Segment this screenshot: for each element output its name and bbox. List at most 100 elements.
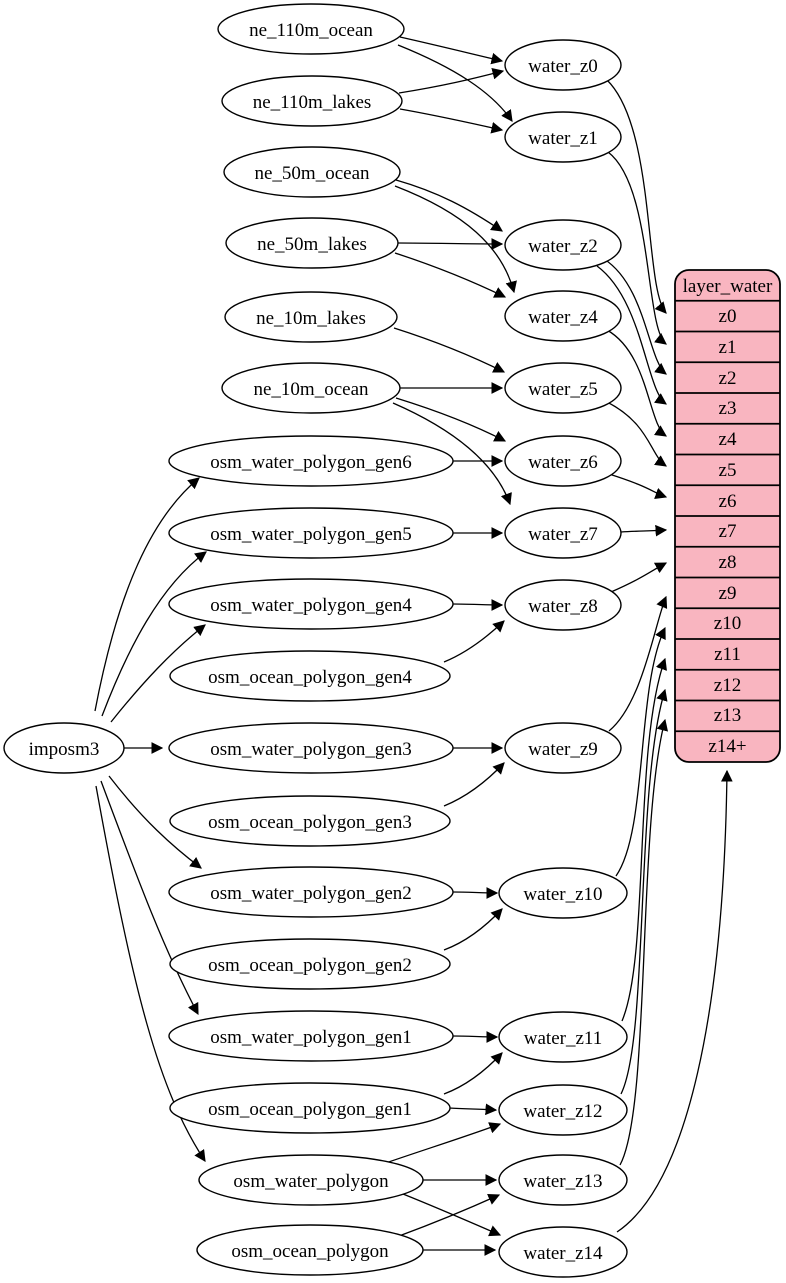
node-label: water_z4 <box>528 307 598 328</box>
table-row-z2: z2 <box>719 368 737 389</box>
edges-layer <box>94 36 733 1256</box>
node-ellipse <box>504 362 622 414</box>
edge-ne_10m_lakes-water_z5 <box>393 327 506 373</box>
node-water_z0: water_z0 <box>504 39 622 91</box>
edge-water_z11-row_z11 <box>621 657 667 1022</box>
edge-water_z2-row_z2 <box>603 258 667 375</box>
node-ellipse <box>504 290 622 342</box>
edge-osm_ocean_polygon_gen4-water_z8 <box>443 620 505 663</box>
edge-imposm3-osm_water_polygon_gen6 <box>94 477 200 712</box>
node-ellipse <box>168 1010 454 1062</box>
node-label: osm_water_polygon_gen6 <box>210 452 412 473</box>
edge-osm_ocean_polygon_gen1-water_z11 <box>443 1052 503 1095</box>
node-ellipse <box>217 3 405 55</box>
node-water_z12: water_z12 <box>498 1084 628 1136</box>
node-ellipse <box>168 578 454 630</box>
edge-osm_ocean_polygon_gen2-water_z10 <box>443 908 503 951</box>
node-water_z14: water_z14 <box>498 1226 628 1278</box>
node-label: osm_water_polygon_gen3 <box>210 739 412 760</box>
node-label: osm_ocean_polygon_gen1 <box>208 1099 412 1120</box>
node-osm_ocean_polygon: osm_ocean_polygon <box>196 1224 424 1276</box>
table-row-z0: z0 <box>719 306 737 327</box>
edge-water_z13-row_z13 <box>619 718 669 1166</box>
node-ellipse <box>169 1082 451 1134</box>
node-water_z6: water_z6 <box>504 435 622 487</box>
edge-ne_50m_lakes-water_z4 <box>394 252 507 298</box>
table-row-z13: z13 <box>714 705 741 726</box>
node-ellipse <box>498 1084 628 1136</box>
edge-water_z2-row_z3 <box>596 265 667 405</box>
node-ne_50m_lakes: ne_50m_lakes <box>225 217 399 269</box>
node-label: imposm3 <box>29 739 100 760</box>
node-ellipse <box>223 146 401 198</box>
node-label: water_z12 <box>523 1101 602 1122</box>
node-ellipse <box>504 39 622 91</box>
node-osm_ocean_polygon_gen3: osm_ocean_polygon_gen3 <box>169 795 451 847</box>
node-label: ne_110m_ocean <box>249 20 373 41</box>
node-ellipse <box>169 795 451 847</box>
edge-imposm3-osm_water_polygon <box>95 785 206 1162</box>
table-row-z14: z14+ <box>708 736 746 757</box>
edge-imposm3-osm_water_polygon_gen5 <box>101 551 207 717</box>
table-row-z11: z11 <box>714 644 741 665</box>
node-ellipse <box>225 217 399 269</box>
edge-water_z0-row_z0 <box>606 79 667 314</box>
node-water_z1: water_z1 <box>504 111 622 163</box>
edge-ne_10m_ocean-water_z7 <box>392 402 512 506</box>
table-row-z3: z3 <box>719 398 737 419</box>
node-ne_110m_lakes: ne_110m_lakes <box>221 75 403 127</box>
edge-osm_ocean_polygon_gen1-water_z12 <box>448 1103 498 1116</box>
node-label: ne_50m_lakes <box>257 234 367 255</box>
node-osm_ocean_polygon_gen2: osm_ocean_polygon_gen2 <box>169 938 451 990</box>
table-row-z12: z12 <box>714 675 741 696</box>
edge-osm_ocean_polygon_gen3-water_z9 <box>443 762 505 807</box>
node-label: ne_110m_lakes <box>253 92 372 113</box>
node-ellipse <box>504 219 622 271</box>
edge-ne_50m_ocean-water_z4 <box>394 185 517 294</box>
table-row-z5: z5 <box>719 460 737 481</box>
node-osm_water_polygon: osm_water_polygon <box>198 1154 424 1206</box>
node-ne_10m_ocean: ne_10m_ocean <box>221 362 401 414</box>
node-ellipse <box>168 722 454 774</box>
node-label: water_z11 <box>524 1028 602 1049</box>
edge-water_z12-row_z12 <box>620 688 668 1095</box>
node-label: water_z0 <box>528 56 598 77</box>
table-row-z7: z7 <box>719 521 737 542</box>
edge-ne_110m_lakes-water_z0 <box>398 67 505 94</box>
node-ellipse <box>498 1226 628 1278</box>
node-ellipse <box>224 291 398 343</box>
node-water_z11: water_z11 <box>498 1011 628 1063</box>
node-label: ne_10m_ocean <box>253 379 369 400</box>
node-imposm3: imposm3 <box>3 722 125 774</box>
node-water_z7: water_z7 <box>504 507 622 559</box>
table-row-z8: z8 <box>719 552 737 573</box>
nodes-layer: ne_110m_ocean ne_110m_lakes ne_50m_ocean… <box>3 3 628 1278</box>
node-water_z13: water_z13 <box>498 1154 628 1206</box>
edge-water_z7-row_z7 <box>620 524 668 537</box>
node-ellipse <box>3 722 125 774</box>
edge-ne_50m_lakes-water_z2 <box>397 238 504 250</box>
edge-water_z6-row_z6 <box>608 473 668 499</box>
node-ellipse <box>498 1011 628 1063</box>
edge-osm_water_polygon_gen2-water_z10 <box>452 887 499 899</box>
node-label: water_z6 <box>528 452 598 473</box>
layer-water-table: layer_water z0 z1 z2 z3 z4 z5 z6 z7 z8 z… <box>674 269 781 763</box>
node-label: water_z14 <box>523 1243 603 1264</box>
edge-water_z1-row_z1 <box>607 151 667 345</box>
node-water_z10: water_z10 <box>498 867 628 919</box>
node-water_z8: water_z8 <box>504 579 622 631</box>
node-water_z4: water_z4 <box>504 290 622 342</box>
edge-water_z9-row_z9 <box>608 595 668 732</box>
node-water_z9: water_z9 <box>504 722 622 774</box>
node-ellipse <box>504 507 622 559</box>
node-label: osm_water_polygon_gen1 <box>210 1027 412 1048</box>
node-osm_water_polygon_gen1: osm_water_polygon_gen1 <box>168 1010 454 1062</box>
table-row-z9: z9 <box>719 583 737 604</box>
node-ellipse <box>498 1154 628 1206</box>
node-ellipse <box>498 867 628 919</box>
node-ellipse <box>221 75 403 127</box>
node-label: ne_10m_lakes <box>256 308 366 329</box>
edge-water_z4-row_z4 <box>606 329 667 437</box>
